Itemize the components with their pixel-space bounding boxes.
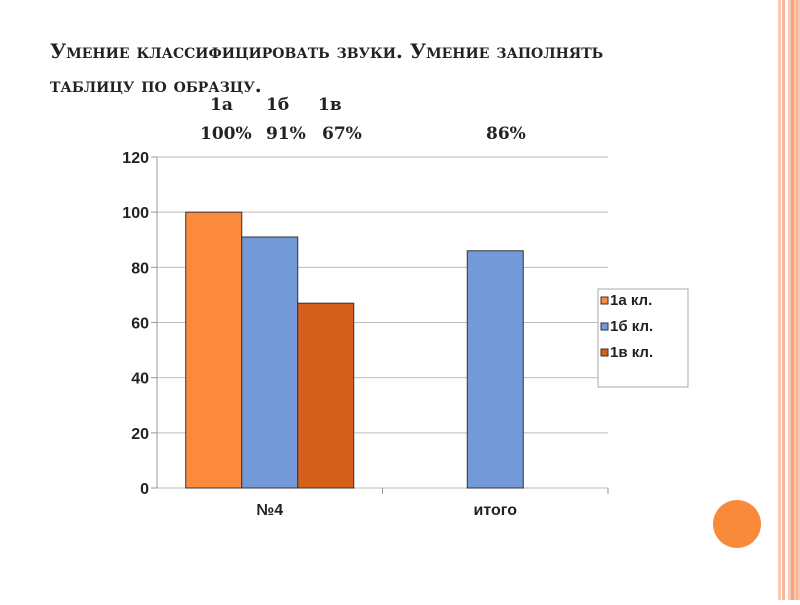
bar-1бкл	[466, 250, 524, 489]
decorative-border	[763, 0, 800, 600]
x-tick-label: итого	[474, 502, 518, 519]
legend-label: 1б кл.	[610, 318, 653, 335]
legend-swatch	[600, 322, 609, 331]
y-tick-label: 100	[122, 205, 149, 222]
class-label: 1а	[210, 95, 233, 115]
y-tick-label: 20	[131, 426, 149, 443]
y-tick-label: 120	[122, 150, 149, 167]
y-tick-label: 0	[140, 481, 149, 498]
y-tick-label: 80	[131, 260, 149, 277]
total-percent-label: 86%	[486, 124, 526, 144]
y-tick-label: 60	[131, 316, 149, 333]
legend-label: 1а кл.	[610, 292, 652, 309]
percent-label: 100%	[200, 124, 252, 144]
decorative-circle	[713, 500, 761, 548]
x-tick-label: №4	[256, 502, 283, 519]
percent-label: 67%	[322, 124, 362, 144]
class-label: 1б	[266, 95, 290, 115]
bar-1акл	[185, 211, 243, 489]
legend-swatch	[600, 348, 609, 357]
legend-box	[597, 288, 689, 388]
bar-1вкл	[297, 302, 355, 489]
percent-label: 91%	[266, 124, 306, 144]
bar-1бкл	[241, 236, 299, 489]
class-label: 1в	[318, 95, 342, 115]
slide-title: Умение классифицировать звуки. Умение за…	[50, 39, 604, 97]
legend-label: 1в кл.	[610, 344, 653, 361]
legend-swatch	[600, 296, 609, 305]
y-tick-label: 40	[131, 371, 149, 388]
